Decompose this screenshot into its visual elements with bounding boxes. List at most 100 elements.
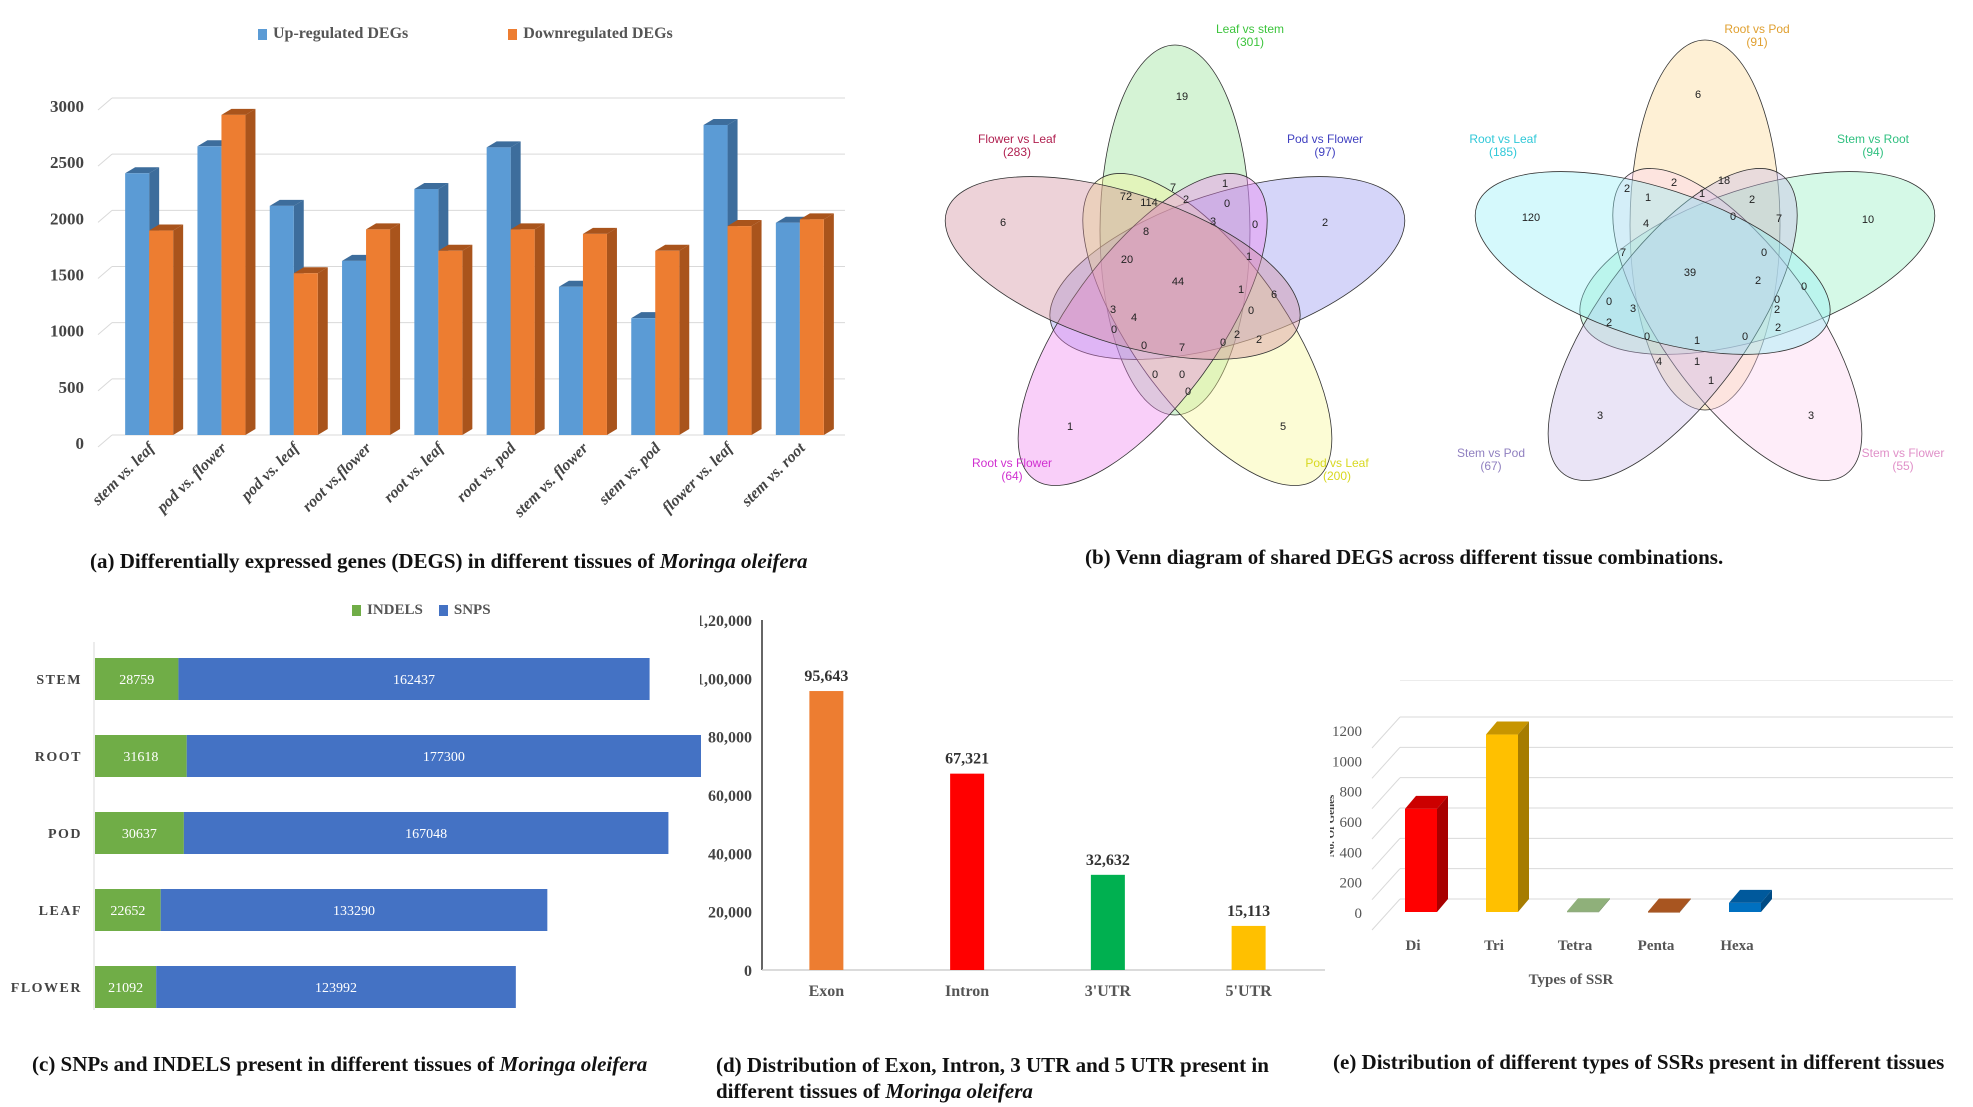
bar-side [462,244,473,435]
venn-region-count: 20 [1121,254,1133,266]
bar-snps [178,658,650,700]
venn-region-count: 0 [1224,198,1230,210]
x-tick-label: stem vs. pod [595,439,665,509]
gridline-depth [97,153,113,167]
venn-region-count: 18 [1718,175,1730,187]
bar-top [125,167,160,174]
bar-indels [95,735,187,777]
venn-region-count: 2 [1624,183,1630,195]
legend-label-indels: INDELS [367,602,423,618]
bar-down [221,114,246,435]
legend-swatch-down [508,28,518,40]
venn-set-stem-vs-root [1579,171,1936,355]
y-tick-label: 400 [1340,845,1363,861]
venn-set-label: Stem vs Root [1837,132,1910,146]
venn-set-count: (301) [1236,35,1264,49]
bar-indels [95,966,157,1008]
bar-top [582,227,617,234]
venn-region-count: 2 [1322,217,1328,229]
venn-region-count: 2 [1671,177,1677,189]
bar-intron [950,773,985,970]
bar-side [1599,898,1610,912]
venn-region-count: 72 [1120,191,1132,203]
data-label: 21092 [108,981,143,996]
venn-region-count: 0 [1152,369,1158,381]
bar-side [317,267,328,435]
y-tick-label: 1000 [1332,754,1362,770]
venn-region-count: 7 [1170,182,1176,194]
venn-region-count: 2 [1234,329,1240,341]
bar-down [293,273,318,435]
bar-top [655,244,690,251]
venn-region-count: 2 [1774,304,1780,316]
venn-region-count: 0 [1111,324,1117,336]
venn-region-count: 2 [1775,322,1781,334]
venn-set-count: (97) [1314,145,1335,159]
legend-label-up: Up-regulated DEGs [273,25,409,42]
bar-top [414,182,449,189]
y-tick-label: 500 [59,378,85,397]
bar-top [727,220,762,227]
bar-down [438,250,463,435]
caption-e: (e) Distribution of different types of S… [1333,1050,1945,1074]
venn-region-count: 7 [1179,342,1185,354]
venn-set-label: Root vs Leaf [1469,132,1537,146]
venn-region-count: 0 [1185,386,1191,398]
y-tick-label: 3000 [50,97,84,116]
bar-top [1405,795,1448,809]
y-tick-label: 1500 [50,266,84,285]
bar-top [269,199,304,206]
data-label: 133290 [333,904,375,919]
caption-b: (b) Venn diagram of shared DEGS across d… [1085,545,1724,569]
venn-region-count: 0 [1761,247,1767,259]
venn-region-count: 1 [1645,192,1651,204]
x-tick-label: Di [1406,938,1421,954]
data-label: 123992 [315,981,357,996]
gridline-depth [97,97,113,111]
venn-set-label: Flower vs Leaf [978,132,1057,146]
data-label: 31618 [123,750,158,765]
bar-5utr [1231,925,1266,970]
venn-region-count: 10 [1862,214,1874,226]
chart-c-snps-indels: STEM 28759 162437 ROOT 31618 177300 POD 30637 16… [11,642,701,1010]
y-tick-label: 40,000 [708,846,752,863]
bar-indels [95,658,179,700]
x-tick-label: Exon [809,983,845,1000]
y-tick-label: 80,000 [708,730,752,747]
bar-tri [1486,734,1518,912]
venn-set-label: Root vs Pod [1724,22,1789,36]
gridline-depth [1371,898,1401,931]
caption-c-species: Moringa oleifera [499,1052,648,1076]
legend-a: Up-regulated DEGs Downregulated DEGs [258,25,673,43]
bar-di [1405,808,1437,912]
venn-set-count: (91) [1746,35,1767,49]
venn-set-count: (94) [1862,145,1883,159]
x-tick-label: root vs. leaf [381,439,449,507]
caption-c-text: (c) SNPs and INDELS present in different… [32,1052,500,1076]
venn-region-count: 1 [1699,188,1705,200]
y-tick-label: ROOT [35,750,82,765]
data-label: 67,321 [945,751,989,768]
venn-left: Leaf vs stem(301) Pod vs Flower(97) Pod vs… [944,22,1406,486]
bar-up [342,260,367,435]
bar-down [510,229,535,435]
data-label: 32,632 [1086,852,1130,869]
caption-a-text: (a) Differentially expressed genes (DEGS… [90,549,660,573]
data-label: 162437 [393,673,435,688]
bar-side [390,223,401,435]
bar-side [245,108,256,435]
bar-down [366,229,391,435]
venn-region-count: 0 [1248,305,1254,317]
bar-up [414,188,439,435]
venn-region-count: 4 [1656,356,1662,368]
caption-a: (a) Differentially expressed genes (DEGS… [90,549,807,574]
chart-d-gene-regions: 0 20,000 40,000 60,000 80,000 1,00,000 1,20,00… [700,613,1325,1000]
caption-d: (d) Distribution of Exon, Intron, 3 UTR … [716,1052,1269,1104]
bar-indels [95,812,184,854]
venn-set-label: Stem vs Pod [1457,446,1525,460]
gridline-depth [1371,746,1401,779]
y-tick-label: 600 [1340,815,1363,831]
bar-side [1680,898,1691,912]
y-tick-label: 60,000 [708,788,752,805]
venn-region-count: 6 [1271,289,1277,301]
